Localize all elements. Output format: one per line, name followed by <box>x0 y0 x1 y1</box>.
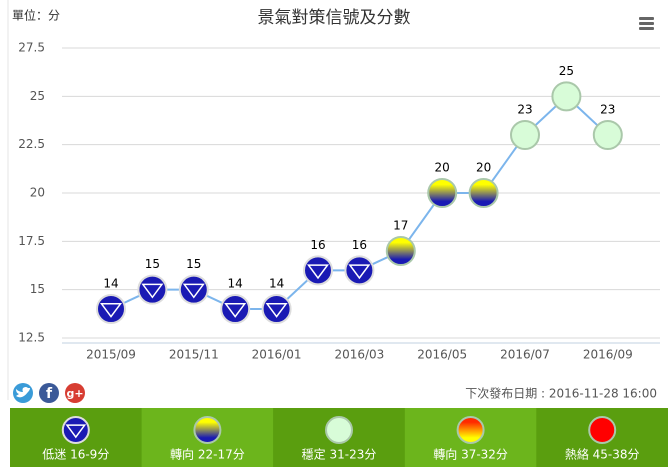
footnote: 下次發布日期 : 2016-11-28 16:00 <box>465 386 657 401</box>
x-tick-label: 2016/07 <box>500 348 550 362</box>
data-label: 14 <box>228 277 243 291</box>
legend-label: 穩定 31-23分 <box>302 447 377 462</box>
x-tick-label: 2016/05 <box>417 348 467 362</box>
data-point <box>220 294 251 324</box>
legend-icon-circle <box>193 416 222 444</box>
data-point-triangle <box>141 283 164 299</box>
share-facebook[interactable]: f <box>39 383 59 403</box>
data-point <box>96 294 126 324</box>
legend-label: 低迷 16-9分 <box>42 448 109 462</box>
data-point-triangle <box>182 283 205 299</box>
share-facebook-label[interactable]: f <box>46 386 53 402</box>
data-point-circle <box>220 294 251 324</box>
data-label: 15 <box>145 257 160 271</box>
data-point <box>344 255 375 286</box>
y-tick-label: 15 <box>30 282 45 296</box>
data-label: 14 <box>103 277 118 291</box>
data-label: 23 <box>600 103 615 117</box>
share-google-label[interactable]: g+ <box>66 387 83 400</box>
data-point <box>427 178 458 208</box>
data-point-circle <box>551 81 582 112</box>
data-label: 14 <box>269 277 284 291</box>
data-point-triangle <box>99 303 123 318</box>
data-point <box>468 178 499 208</box>
data-point <box>510 120 540 150</box>
data-point-circle <box>592 120 623 150</box>
data-point-circle <box>96 294 126 324</box>
x-tick-label: 2015/11 <box>169 348 219 362</box>
data-point <box>592 120 623 150</box>
y-tick-label: 27.5 <box>18 41 45 55</box>
data-point-triangle <box>224 303 247 318</box>
data-label: 16 <box>310 238 325 252</box>
data-point-circle <box>510 120 540 150</box>
data-label: 20 <box>435 161 450 175</box>
data-point-circle <box>303 255 333 286</box>
data-point <box>303 255 333 286</box>
x-tick-label: 2015/09 <box>86 348 136 362</box>
data-point <box>385 236 416 266</box>
data-point-circle <box>468 178 499 208</box>
data-point-circle <box>344 255 375 286</box>
data-point <box>137 274 168 305</box>
legend-icon-circle <box>325 416 353 444</box>
x-tick-label: 2016/03 <box>334 348 384 362</box>
share-twitter[interactable] <box>13 383 33 403</box>
unit-label: 單位：分 <box>12 8 60 23</box>
legend-icon-circle <box>588 416 617 444</box>
data-point-triangle <box>348 264 371 280</box>
data-point-circle <box>137 274 168 305</box>
y-tick-label: 17.5 <box>18 234 45 248</box>
data-label: 17 <box>393 219 408 233</box>
data-point <box>178 274 209 305</box>
chart-title: 景氣對策信號及分數 <box>258 8 411 28</box>
legend-label: 轉向 37-32分 <box>433 447 508 462</box>
x-tick-label: 2016/01 <box>252 348 302 362</box>
data-label: 16 <box>352 238 367 252</box>
data-point-triangle <box>306 264 330 280</box>
data-point <box>551 81 582 112</box>
data-point <box>261 294 292 324</box>
y-tick-label: 12.5 <box>18 331 45 345</box>
data-label: 20 <box>476 161 491 175</box>
y-tick-label: 25 <box>30 89 45 103</box>
data-point-circle <box>385 236 416 266</box>
legend-icon <box>193 416 222 444</box>
legend-label: 熱絡 45-38分 <box>565 447 640 462</box>
data-label: 15 <box>186 257 201 271</box>
menu-button[interactable] <box>639 17 654 30</box>
y-tick-label: 22.5 <box>18 137 45 151</box>
data-label: 23 <box>517 103 532 117</box>
legend-icon-circle <box>456 416 485 444</box>
data-label: 25 <box>559 64 574 78</box>
legend-icon <box>588 416 617 444</box>
data-point-triangle <box>265 303 288 318</box>
legend-icon <box>456 416 485 444</box>
data-point-circle <box>427 178 458 208</box>
data-point-circle <box>178 274 209 305</box>
legend-icon-circle <box>61 416 90 444</box>
data-point-circle <box>261 294 292 324</box>
legend-icon <box>325 416 353 444</box>
legend-label: 轉向 22-17分 <box>170 447 245 462</box>
share-google[interactable]: g+ <box>65 383 85 403</box>
legend-icon <box>61 416 90 444</box>
x-tick-label: 2016/09 <box>583 348 633 362</box>
legend-icon-triangle <box>65 424 87 439</box>
y-tick-label: 20 <box>30 186 45 200</box>
